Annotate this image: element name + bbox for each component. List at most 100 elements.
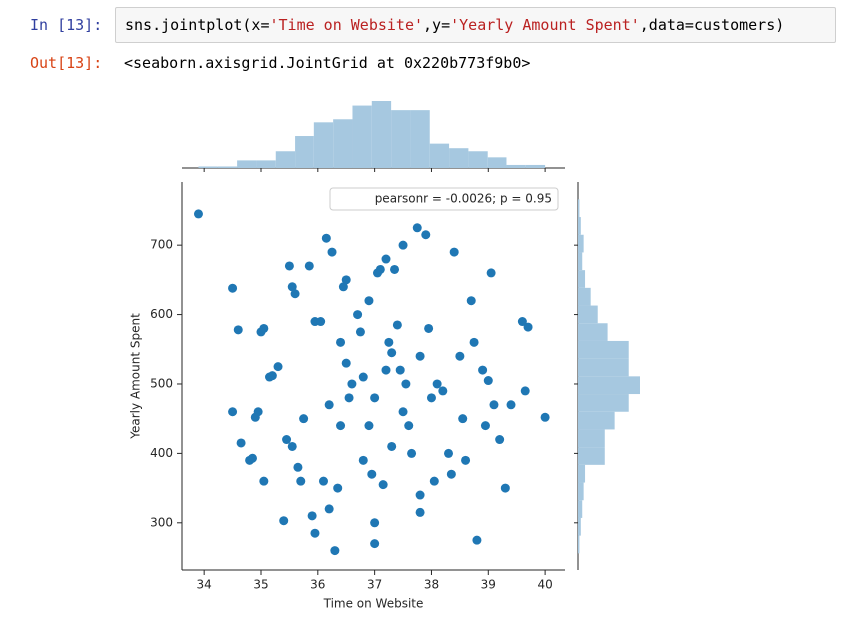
hist-bar bbox=[578, 323, 608, 341]
hist-bar bbox=[313, 122, 334, 168]
scatter-point bbox=[370, 518, 380, 528]
hist-bar bbox=[578, 500, 583, 518]
scatter-point bbox=[401, 379, 411, 389]
scatter-point bbox=[404, 421, 414, 431]
x-tick-label: 39 bbox=[481, 578, 496, 592]
scatter-point bbox=[299, 414, 309, 424]
scatter-point bbox=[387, 441, 397, 451]
hist-bar bbox=[371, 101, 392, 168]
scatter-point bbox=[273, 362, 283, 372]
code-token: ,y= bbox=[423, 16, 451, 34]
scatter-point bbox=[367, 469, 377, 479]
scatter-point bbox=[424, 323, 434, 333]
legend-box bbox=[329, 187, 559, 211]
scatter-point bbox=[392, 320, 402, 330]
scatter-point bbox=[338, 282, 348, 292]
hist-bar bbox=[449, 148, 469, 168]
scatter-point bbox=[517, 317, 527, 327]
scatter-point bbox=[466, 296, 476, 306]
scatter-point bbox=[355, 327, 365, 337]
scatter-point bbox=[384, 337, 394, 347]
scatter-point bbox=[316, 317, 326, 327]
hist-bar bbox=[217, 166, 238, 168]
input-prompt: In [13]: bbox=[30, 16, 103, 34]
hist-bar bbox=[578, 482, 584, 501]
scatter-point bbox=[381, 365, 391, 375]
scatter-point bbox=[370, 393, 380, 403]
scatter-point bbox=[228, 407, 238, 417]
hist-bar bbox=[256, 160, 276, 168]
x-tick-label: 37 bbox=[367, 578, 382, 592]
scatter-point bbox=[426, 393, 436, 403]
scatter-point bbox=[398, 240, 408, 250]
hist-bar bbox=[578, 340, 629, 359]
scatter-point bbox=[253, 407, 263, 417]
y-tick-label: 300 bbox=[150, 515, 173, 529]
scatter-point bbox=[415, 490, 425, 500]
scatter-point bbox=[324, 400, 334, 410]
scatter-point bbox=[282, 435, 292, 445]
scatter-point bbox=[284, 261, 294, 271]
y-tick-label: 500 bbox=[150, 376, 173, 390]
x-tick-label: 35 bbox=[253, 578, 268, 592]
scatter-point bbox=[387, 348, 397, 358]
hist-bar bbox=[578, 429, 605, 448]
hist-bar bbox=[578, 234, 584, 253]
scatter-point bbox=[378, 480, 388, 490]
code-cell[interactable]: sns.jointplot(x='Time on Website',y='Yea… bbox=[115, 7, 836, 43]
hist-bar bbox=[578, 270, 586, 288]
scatter-point bbox=[486, 268, 496, 278]
scatter-point bbox=[398, 407, 408, 417]
scatter-point bbox=[287, 441, 297, 451]
code: sns.jointplot(x='Time on Website',y='Yea… bbox=[125, 16, 784, 34]
scatter-point bbox=[458, 414, 468, 424]
hist-bar bbox=[410, 110, 430, 168]
scatter-point bbox=[279, 516, 289, 526]
scatter-point bbox=[304, 261, 314, 271]
code-token: 'Time on Website' bbox=[269, 16, 424, 34]
scatter-point bbox=[469, 337, 479, 347]
scatter-point bbox=[236, 438, 246, 448]
hist-bar bbox=[578, 376, 640, 395]
scatter-point bbox=[330, 546, 340, 556]
hist-bar bbox=[578, 535, 580, 554]
scatter-point bbox=[327, 247, 337, 257]
hist-bar bbox=[578, 411, 615, 430]
code-token: 'Yearly Amount Spent' bbox=[450, 16, 640, 34]
scatter-point bbox=[341, 358, 351, 368]
hist-bar bbox=[578, 358, 629, 377]
scatter-point bbox=[364, 296, 374, 306]
scatter-point bbox=[432, 379, 442, 389]
hist-bar bbox=[468, 151, 488, 168]
scatter-point bbox=[381, 254, 391, 264]
hist-bar bbox=[391, 110, 411, 168]
scatter-point bbox=[353, 310, 363, 320]
scatter-point bbox=[415, 351, 425, 361]
scatter-point bbox=[412, 223, 422, 233]
scatter-point bbox=[500, 483, 510, 493]
scatter-point bbox=[540, 412, 550, 422]
scatter-point bbox=[267, 371, 277, 381]
scatter-point bbox=[336, 421, 346, 431]
scatter-point bbox=[358, 455, 368, 465]
scatter-point bbox=[318, 476, 328, 486]
scatter-point bbox=[495, 435, 505, 445]
scatter-point bbox=[375, 264, 385, 274]
hist-bar bbox=[487, 157, 507, 168]
scatter-point bbox=[233, 325, 243, 335]
scatter-point bbox=[290, 289, 300, 299]
scatter-point bbox=[293, 462, 303, 472]
scatter-point bbox=[344, 393, 354, 403]
scatter-point bbox=[489, 400, 499, 410]
y-tick-label: 700 bbox=[150, 238, 173, 252]
y-tick-label: 400 bbox=[150, 446, 173, 460]
scatter-point bbox=[478, 365, 488, 375]
hist-bar bbox=[333, 119, 353, 168]
scatter-point bbox=[259, 323, 269, 333]
scatter-point bbox=[296, 476, 306, 486]
scatter-point bbox=[247, 453, 257, 463]
hist-bar bbox=[578, 464, 586, 483]
scatter-point bbox=[520, 386, 530, 396]
scatter-point bbox=[259, 476, 269, 486]
